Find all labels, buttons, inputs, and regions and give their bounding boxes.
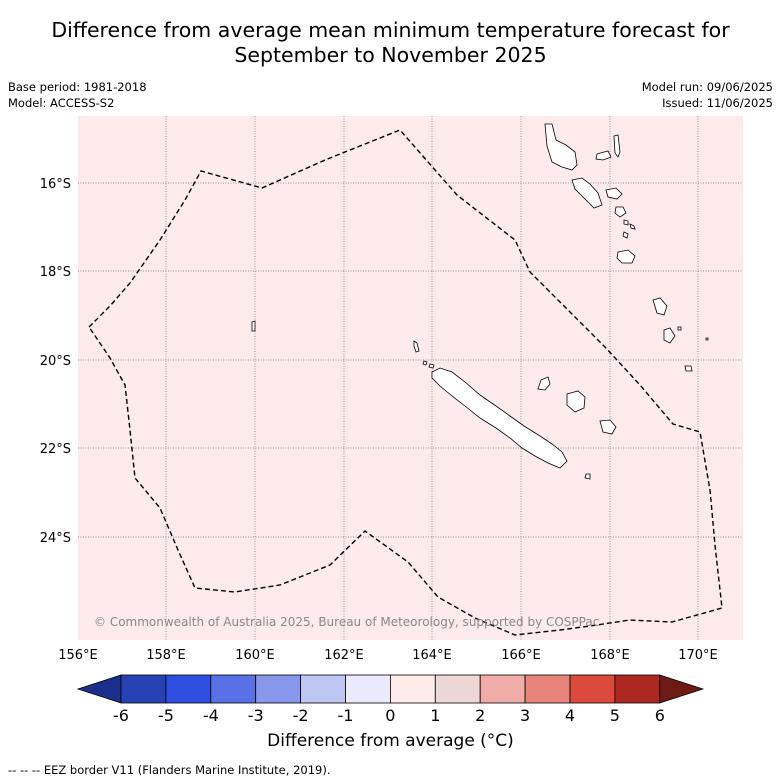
base-period: Base period: 1981-2018 — [8, 80, 147, 94]
island — [613, 134, 621, 158]
lon-label: 168°E — [590, 648, 630, 663]
erromango-island — [652, 297, 668, 316]
colorbar-swatch — [569, 674, 616, 704]
colorbar-swatch — [210, 674, 257, 704]
lon-label: 158°E — [146, 648, 186, 663]
colorbar-tick-label: 3 — [520, 706, 530, 725]
eez-border — [88, 129, 723, 636]
colorbar-swatch — [614, 674, 661, 704]
model-name: Model: ACCESS-S2 — [8, 95, 115, 110]
colorbar-swatch — [345, 674, 391, 704]
lat-label: 16°S — [40, 177, 71, 192]
colorbar-swatch — [434, 674, 481, 704]
island — [595, 150, 612, 161]
lat-label: 18°S — [40, 265, 71, 280]
colorbar-tick-label: -1 — [338, 706, 354, 725]
lat-label: 20°S — [40, 354, 71, 369]
colorbar-ticks: -6 -5 -4 -3 -2 -1 0 1 2 3 4 5 6 — [113, 706, 665, 725]
colorbar-tick-label: -3 — [248, 706, 264, 725]
issued-date: Issued: 11/06/2025 — [662, 95, 773, 110]
colorbar-swatch — [120, 674, 167, 704]
lon-label: 160°E — [235, 648, 275, 663]
islet — [677, 326, 682, 331]
lifou-island — [566, 390, 586, 413]
island — [614, 206, 627, 218]
lon-label: 156°E — [58, 648, 98, 663]
colorbar-tick-label: 2 — [475, 706, 485, 725]
colorbar-label: Difference from average (°C) — [267, 731, 514, 751]
colorbar-tick-label: 0 — [385, 706, 395, 725]
meta-right: Model run: 09/06/2025 Issued: 11/06/2025 — [642, 80, 773, 111]
lat-label: 22°S — [40, 442, 71, 457]
island — [605, 187, 623, 200]
title-line-2: September to November 2025 — [234, 42, 547, 67]
colorbar-extend-low — [76, 674, 122, 704]
colorbar-tick-label: 4 — [565, 706, 575, 725]
lon-label: 164°E — [412, 648, 452, 663]
lat-labels: 16°S 18°S 20°S 22°S 24°S — [40, 177, 71, 546]
footnote: -- -- -- EEZ border V11 (Flanders Marine… — [8, 763, 331, 777]
colorbar-swatch — [255, 674, 301, 704]
colorbar-swatch — [479, 674, 526, 704]
island — [623, 219, 629, 226]
model-run: Model run: 09/06/2025 — [641, 80, 773, 94]
belep-islands — [413, 340, 420, 353]
meta-left: Base period: 1981-2018 Model: ACCESS-S2 — [8, 80, 147, 111]
map-area — [78, 116, 743, 640]
grande-terre-island — [431, 367, 568, 469]
colorbar-tick-label: -4 — [203, 706, 219, 725]
espiritu-santo-island — [544, 123, 578, 171]
copyright-text: © Commonwealth of Australia 2025, Bureau… — [94, 615, 599, 629]
gridlines — [78, 116, 743, 640]
islet — [422, 360, 428, 366]
colorbar-tick-label: 1 — [430, 706, 440, 725]
colorbar-tick-label: 5 — [610, 706, 620, 725]
title-line-1: Difference from average mean minimum tem… — [51, 18, 730, 42]
efate-island — [616, 249, 636, 264]
colorbar-swatch — [524, 674, 571, 704]
colorbar — [76, 674, 705, 704]
islet — [428, 363, 435, 369]
colorbar-swatch — [389, 674, 436, 704]
tanna-island — [663, 327, 676, 344]
colorbar-swatch — [165, 674, 212, 704]
colorbar-tick-label: -2 — [293, 706, 309, 725]
mare-island — [599, 419, 617, 435]
island — [622, 231, 629, 239]
malakula-island — [571, 177, 603, 209]
lon-label: 170°E — [678, 648, 718, 663]
colorbar-tick-label: 6 — [655, 706, 665, 725]
lat-label: 24°S — [40, 531, 71, 546]
lon-labels: 156°E 158°E 160°E 162°E 164°E 166°E 168°… — [58, 648, 718, 663]
ouvea-island — [537, 376, 551, 391]
islet — [629, 223, 636, 230]
lon-label: 166°E — [501, 648, 541, 663]
colorbar-tick-label: -6 — [113, 706, 129, 725]
lon-label: 162°E — [324, 648, 364, 663]
colorbar-swatch — [300, 674, 346, 704]
map-title: Difference from average mean minimum tem… — [0, 18, 781, 67]
islet — [684, 365, 693, 372]
islet — [251, 320, 256, 332]
colorbar-tick-label: -5 — [158, 706, 174, 725]
islet — [705, 337, 709, 341]
colorbar-extend-high — [659, 674, 705, 704]
islet — [584, 473, 591, 480]
coastlines — [251, 320, 617, 480]
coastlines-vanuatu — [544, 123, 709, 372]
